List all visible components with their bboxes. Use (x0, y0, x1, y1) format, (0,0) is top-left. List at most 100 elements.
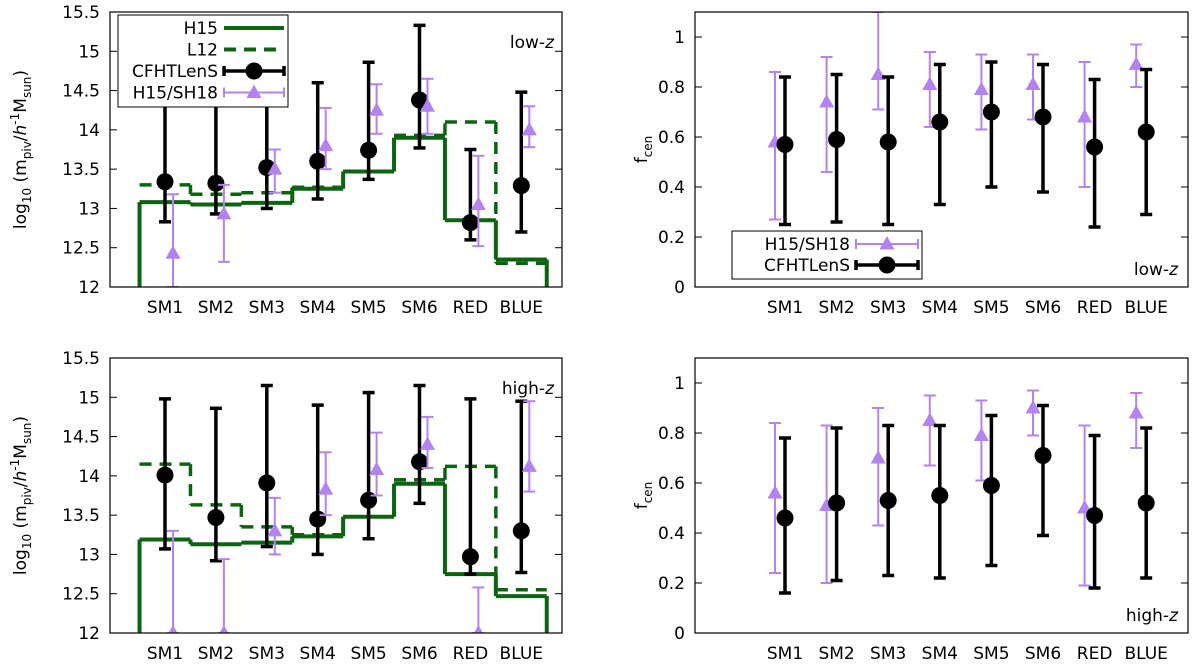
x-tick-label: SM1 (147, 644, 183, 664)
marker-triangle (216, 205, 232, 220)
y-axis-label-part: (m (11, 505, 31, 534)
legend-marker (246, 84, 262, 98)
y-axis-label-part: cen (641, 482, 655, 504)
y-axis-label-part: log (11, 203, 31, 229)
marker-circle (879, 492, 897, 509)
legend-label: CFHTLenS (132, 62, 218, 82)
marker-triangle (219, 625, 229, 633)
plot-area (137, 23, 549, 287)
annotation: low-z (1134, 260, 1179, 280)
marker-triangle (973, 81, 989, 95)
y-tick-label: 14 (78, 467, 100, 487)
x-tick-label: RED (453, 644, 489, 664)
y-tick-label: 0 (674, 624, 685, 644)
y-tick-label: 12.5 (62, 585, 100, 605)
y-axis-label-part: M (11, 98, 31, 113)
marker-circle (156, 466, 174, 484)
x-tick-label: SM2 (818, 298, 854, 318)
panel: 0 0.2 0.4 0.6 0.8 1 SM1 SM2 SM3 SM4 SM5 SM6 RED BLUE f… (632, 11, 1189, 318)
marker-circle (776, 509, 794, 527)
marker-triangle (922, 76, 938, 90)
marker-circle (776, 136, 794, 153)
x-tick-label: SM3 (249, 644, 285, 664)
x-tick-label: SM5 (350, 298, 386, 318)
y-axis-label-part: sun (20, 423, 34, 444)
annotation-part: low- (1134, 260, 1169, 280)
annotation: high-z (502, 379, 555, 399)
y-tick-label: 0.6 (658, 128, 685, 148)
annotation: high-z (1126, 606, 1179, 626)
plot-area (767, 12, 1155, 229)
marker-circle (982, 103, 1000, 121)
marker-triangle (1025, 76, 1041, 90)
marker-triangle (1128, 56, 1144, 70)
marker-circle (207, 174, 225, 192)
y-tick-label: 14.5 (62, 428, 100, 448)
marker-circle (931, 113, 949, 131)
marker-circle (828, 494, 846, 512)
marker-circle (1034, 108, 1052, 126)
marker-triangle (973, 427, 989, 441)
y-tick-label: 0.2 (658, 228, 685, 248)
x-tick-label: SM5 (350, 644, 386, 664)
annotation-part: low- (510, 33, 545, 53)
y-tick-label: 13 (78, 545, 100, 565)
x-tick-label: RED (453, 298, 489, 318)
marker-triangle (922, 412, 938, 426)
marker-triangle (1025, 400, 1041, 414)
y-tick-label: 1 (674, 374, 685, 394)
x-tick-label: SM2 (818, 644, 854, 664)
x-tick-label: SM2 (198, 298, 234, 318)
marker-circle (411, 453, 428, 471)
marker-circle (1086, 507, 1104, 524)
x-tick-label: SM1 (147, 298, 183, 318)
panel: 0 0.2 0.4 0.6 0.8 1 SM1 SM2 SM3 SM4 SM5 SM6 RED BLUE f… (632, 357, 1189, 664)
x-tick-label: BLUE (1124, 644, 1167, 664)
y-tick-label: 0.8 (658, 78, 685, 98)
y-tick-label: 15.5 (62, 349, 100, 369)
x-tick-label: SM4 (300, 644, 336, 664)
plot-frame (694, 357, 1189, 634)
marker-circle (1034, 447, 1052, 464)
annotation: low-z (510, 33, 555, 53)
y-axis-label-part: log (11, 549, 31, 575)
marker-triangle (470, 196, 486, 210)
legend-label: H15/SH18 (133, 84, 218, 104)
y-axis-label-part: sun (20, 77, 34, 98)
x-tick-label: BLUE (1124, 298, 1167, 318)
marker-circle (512, 522, 530, 540)
x-tick-label: SM1 (767, 298, 803, 318)
marker-triangle (318, 481, 334, 495)
x-tick-label: BLUE (500, 298, 543, 318)
legend-label: CFHTLenS (764, 256, 850, 276)
y-axis-label: log10 (mpiv/h-1Msun) (8, 416, 34, 575)
y-tick-label: 14 (78, 121, 100, 141)
y-axis-label-part: f (632, 502, 652, 509)
legend-label: H15/SH18 (765, 235, 850, 255)
marker-triangle (165, 245, 181, 259)
marker-triangle (369, 102, 385, 116)
y-tick-label: 0.8 (658, 424, 685, 444)
y-axis-label: log10 (mpiv/h-1Msun) (8, 70, 34, 229)
annotation-part: high- (1126, 606, 1169, 626)
marker-circle (411, 91, 428, 109)
y-tick-label: 15 (78, 42, 100, 62)
marker-triangle (267, 522, 283, 537)
y-tick-label: 0.2 (658, 574, 685, 594)
y-tick-label: 0.4 (658, 178, 685, 198)
x-tick-label: SM3 (249, 298, 285, 318)
x-tick-label: BLUE (500, 644, 543, 664)
y-tick-label: 0.4 (658, 524, 685, 544)
marker-circle (512, 177, 530, 195)
marker-circle (982, 477, 1000, 494)
x-tick-label: SM6 (1025, 298, 1061, 318)
y-axis-label-part: / (11, 135, 31, 141)
y-tick-label: 14.5 (62, 82, 100, 102)
marker-triangle (369, 461, 385, 476)
marker-circle (207, 509, 225, 526)
marker-circle (360, 141, 378, 159)
annotation-part: high- (502, 379, 545, 399)
